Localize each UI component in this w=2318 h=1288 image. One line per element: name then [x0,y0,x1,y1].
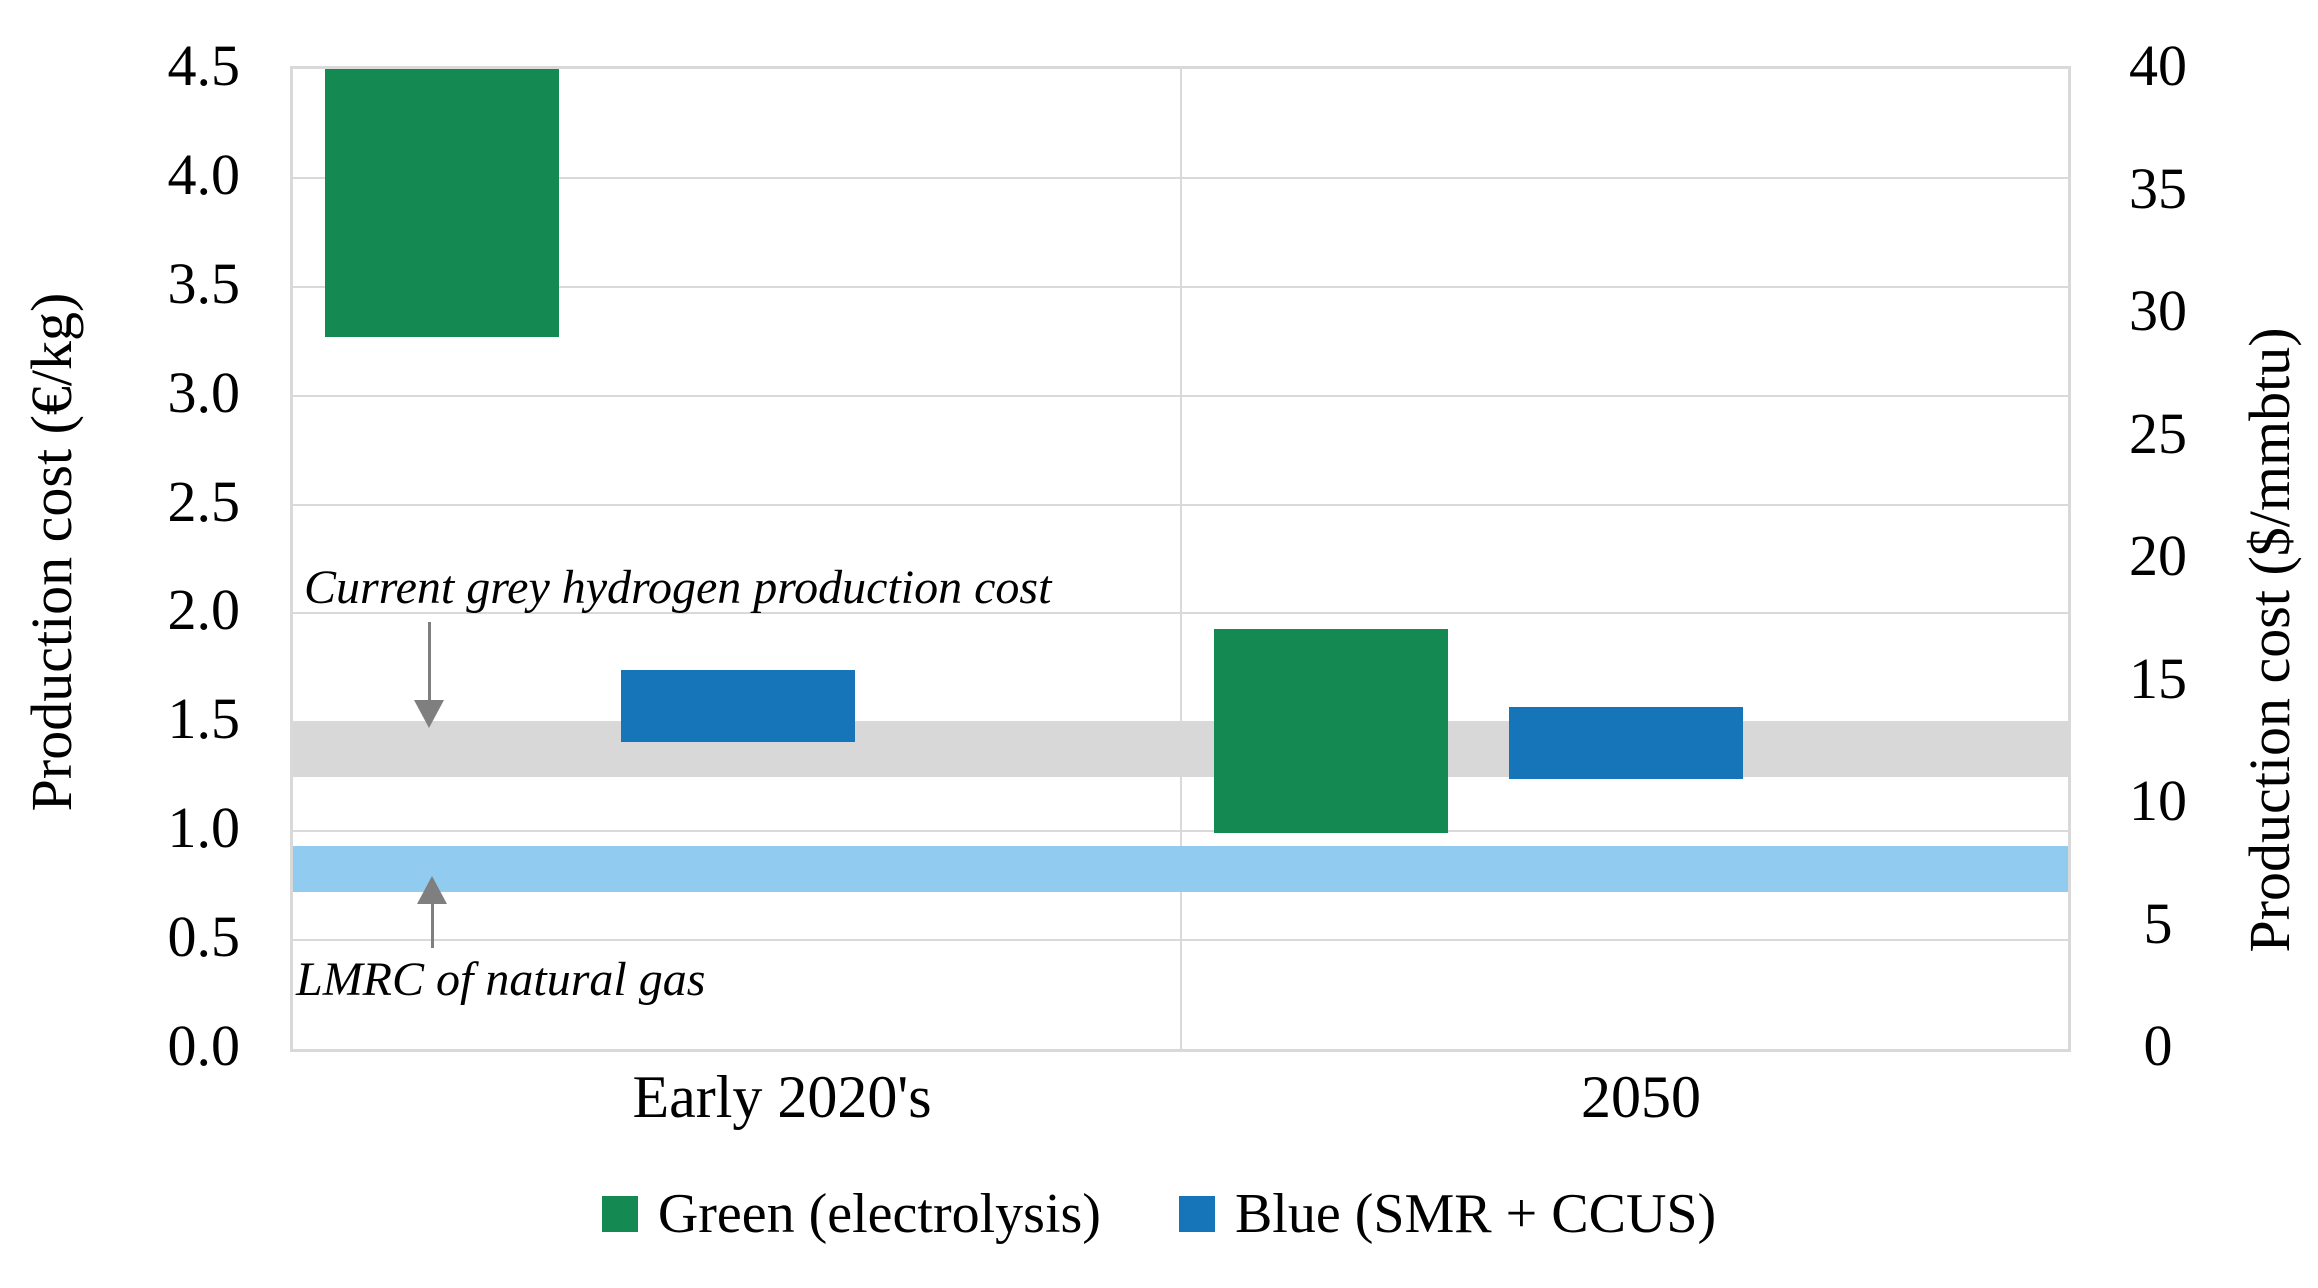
left-tick-label: 3.5 [167,250,241,316]
right-tick-label: 40 [2129,33,2187,98]
band-grey-hydrogen-cost [293,722,2068,777]
legend-label-green: Green (electrolysis) [657,1183,1101,1245]
legend-item-blue: Blue (SMR + CCUS) [1178,1182,1717,1246]
plot-area [290,66,2071,1052]
right-tick-label: 20 [2129,523,2187,588]
legend-label-blue: Blue (SMR + CCUS) [1234,1183,1717,1245]
bar-green-2050 [1214,628,1448,834]
right-tick-label: 25 [2129,400,2187,466]
left-tick-label: 2.5 [167,468,241,534]
category-label-early-2020s: Early 2020's [632,1064,932,1130]
annotation-grey-hydrogen-cost: Current grey hydrogen production cost [304,561,1052,614]
up-arrow-line [431,902,434,948]
legend-item-green: Green (electrolysis) [601,1182,1101,1246]
legend: Green (electrolysis) Blue (SMR + CCUS) [0,1182,2318,1246]
right-tick-label: 30 [2129,278,2187,343]
right-tick-label: 10 [2129,768,2187,833]
right-tick-label: 15 [2129,645,2187,711]
legend-swatch-green-icon [601,1196,638,1232]
bar-blue-2050 [1509,707,1743,779]
right-tick-label: 35 [2129,155,2187,221]
up-arrow-icon [417,876,447,904]
gridline-vertical-divider [1179,69,1182,1049]
bar-green-early-2020s [325,69,559,337]
right-axis-ticks: 0 5 10 15 20 25 30 35 40 [2088,33,2228,1078]
right-tick-label: 5 [2143,890,2173,956]
left-tick-label: 2.0 [167,577,241,643]
right-axis-title: Production cost ($/mmbtu) [2237,327,2302,953]
down-arrow-icon [414,700,444,728]
left-tick-label: 1.0 [167,795,241,861]
left-tick-label: 0.5 [167,904,241,970]
left-tick-label: 0.0 [167,1013,241,1078]
left-tick-label: 3.0 [167,359,241,425]
left-tick-label: 4.5 [167,33,241,98]
left-tick-label: 1.5 [167,686,241,752]
left-axis-ticks: 0.0 0.5 1.0 1.5 2.0 2.5 3.0 3.5 4.0 4.5 [70,33,241,1078]
left-tick-label: 4.0 [167,141,241,207]
band-lmrc-natural-gas [293,846,2068,893]
annotation-lmrc-natural-gas: LMRC of natural gas [296,953,706,1006]
right-tick-label: 0 [2143,1013,2173,1078]
bar-blue-early-2020s [621,670,855,742]
category-label-2050: 2050 [1581,1064,1701,1130]
down-arrow-line [428,622,431,702]
legend-swatch-blue-icon [1178,1196,1215,1232]
